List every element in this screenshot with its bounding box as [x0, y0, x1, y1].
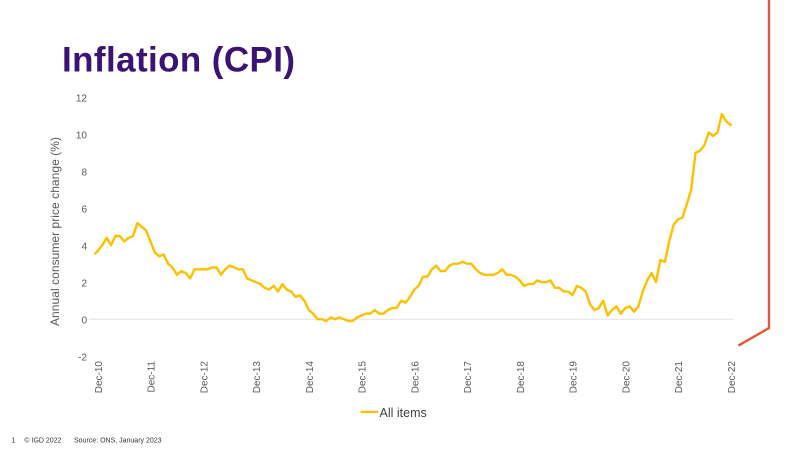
- svg-text:Dec-19: Dec-19: [569, 361, 580, 394]
- svg-text:0: 0: [81, 316, 87, 327]
- svg-text:Dec-22: Dec-22: [727, 361, 738, 394]
- svg-text:12: 12: [76, 94, 88, 105]
- svg-text:Dec-14: Dec-14: [305, 361, 316, 394]
- svg-text:Inflation (CPI): Inflation (CPI): [62, 40, 295, 79]
- svg-text:6: 6: [81, 205, 87, 216]
- svg-text:Dec-12: Dec-12: [200, 361, 211, 394]
- svg-text:8: 8: [81, 168, 87, 179]
- svg-text:Dec-17: Dec-17: [463, 361, 474, 394]
- svg-text:2: 2: [81, 279, 87, 290]
- svg-text:Dec-15: Dec-15: [358, 361, 369, 394]
- svg-text:Dec-10: Dec-10: [94, 361, 105, 394]
- svg-text:Dec-13: Dec-13: [252, 361, 263, 394]
- svg-text:-2: -2: [78, 353, 87, 364]
- svg-text:Annual consumer price change (: Annual consumer price change (%): [48, 137, 62, 326]
- svg-text:© IGD 2022: © IGD 2022: [24, 437, 61, 445]
- svg-text:Dec-18: Dec-18: [516, 361, 527, 394]
- svg-text:All items: All items: [380, 406, 427, 420]
- svg-text:Dec-20: Dec-20: [622, 361, 633, 394]
- svg-text:Dec-16: Dec-16: [411, 361, 422, 394]
- svg-text:4: 4: [81, 242, 87, 253]
- svg-text:Dec-11: Dec-11: [147, 361, 158, 393]
- svg-text:1: 1: [12, 438, 16, 445]
- svg-text:Source: ONS, January 2023: Source: ONS, January 2023: [74, 438, 162, 445]
- svg-text:Dec-21: Dec-21: [674, 361, 685, 394]
- svg-text:10: 10: [76, 131, 88, 142]
